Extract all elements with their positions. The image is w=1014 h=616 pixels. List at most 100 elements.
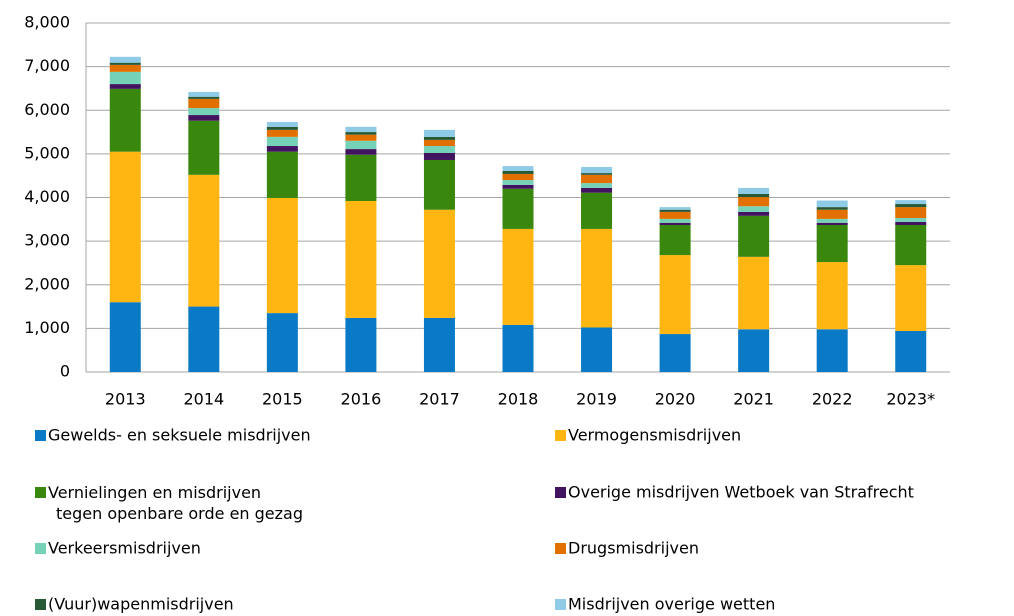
legend-label: Overige misdrijven Wetboek van Strafrech… bbox=[568, 483, 914, 502]
bar-segment bbox=[816, 209, 848, 219]
bar-segment bbox=[423, 209, 455, 318]
x-tick-label: 2016 bbox=[341, 390, 382, 409]
y-tick-label: 4,000 bbox=[24, 187, 70, 206]
bar-segment bbox=[659, 224, 691, 256]
bar-segment bbox=[188, 306, 220, 372]
bar-segment bbox=[816, 200, 848, 208]
bar-segment bbox=[109, 64, 141, 72]
bar-segment bbox=[345, 134, 377, 141]
bar-segment bbox=[423, 146, 455, 154]
bar-segment bbox=[266, 122, 298, 127]
legend-swatch bbox=[555, 487, 566, 498]
bar-segment bbox=[188, 96, 220, 99]
y-tick-label: 6,000 bbox=[24, 100, 70, 119]
bar-segment bbox=[816, 207, 848, 210]
bar-segment bbox=[659, 209, 691, 212]
bar-segment bbox=[895, 265, 927, 331]
bar-segment bbox=[738, 256, 770, 330]
bar-segment bbox=[895, 218, 927, 222]
legend-label: Verkeersmisdrijven bbox=[48, 539, 201, 558]
bar-segment bbox=[581, 173, 613, 175]
bar-segment bbox=[502, 180, 534, 185]
bar-segment bbox=[345, 149, 377, 155]
y-tick-label: 8,000 bbox=[24, 13, 70, 32]
bar-segment bbox=[659, 211, 691, 219]
x-tick-label: 2018 bbox=[498, 390, 539, 409]
bar-segment bbox=[502, 166, 534, 171]
bar-segment bbox=[188, 174, 220, 307]
bar-segment bbox=[581, 183, 613, 188]
y-tick-label: 1,000 bbox=[24, 318, 70, 337]
bar-segment bbox=[345, 132, 377, 135]
bar-segment bbox=[345, 200, 377, 318]
x-tick-label: 2014 bbox=[183, 390, 224, 409]
bar-segment bbox=[895, 207, 927, 219]
bar-segment bbox=[502, 170, 534, 174]
bar-segment bbox=[266, 136, 298, 147]
bar-segment bbox=[502, 324, 534, 372]
bar-segment bbox=[188, 91, 220, 97]
y-tick-label: 3,000 bbox=[24, 231, 70, 250]
x-tick-label: 2020 bbox=[655, 390, 696, 409]
x-tick-label: 2022 bbox=[812, 390, 853, 409]
bar-segment bbox=[816, 224, 848, 263]
bar-segment bbox=[423, 153, 455, 160]
legend-swatch bbox=[555, 599, 566, 610]
legend-label: Gewelds- en seksuele misdrijven bbox=[48, 426, 311, 445]
bar-segment bbox=[423, 129, 455, 137]
bar-segment bbox=[345, 126, 377, 133]
bar-segment bbox=[816, 329, 848, 372]
bar-segment bbox=[109, 302, 141, 372]
bar-segment bbox=[266, 313, 298, 372]
bar-segment bbox=[502, 184, 534, 189]
bar-segment bbox=[581, 327, 613, 372]
legend-label: (Vuur)wapenmisdrijven bbox=[48, 595, 234, 614]
x-tick-label: 2013 bbox=[105, 390, 146, 409]
bar-segment bbox=[266, 197, 298, 314]
legend-swatch bbox=[35, 430, 46, 441]
y-tick-label: 0 bbox=[60, 362, 70, 381]
bar-segment bbox=[266, 146, 298, 152]
bar-segment bbox=[895, 200, 927, 205]
bar-segment bbox=[502, 228, 534, 325]
x-tick-label: 2021 bbox=[733, 390, 774, 409]
bar-segment bbox=[581, 187, 613, 193]
legend-swatch bbox=[555, 430, 566, 441]
bar-segment bbox=[738, 329, 770, 372]
bar-segment bbox=[581, 228, 613, 328]
bar-segment bbox=[345, 140, 377, 150]
bar-segment bbox=[188, 98, 220, 109]
bar-segment bbox=[188, 108, 220, 116]
bar-segment bbox=[109, 62, 141, 65]
bar-segment bbox=[109, 71, 141, 85]
bar-segment bbox=[423, 159, 455, 210]
y-tick-label: 2,000 bbox=[24, 274, 70, 293]
legend-swatch bbox=[35, 599, 46, 610]
bar-segment bbox=[188, 115, 220, 121]
bar-segment bbox=[502, 188, 534, 229]
legend-swatch bbox=[35, 543, 46, 554]
bar-segment bbox=[738, 187, 770, 195]
bar-segment bbox=[581, 166, 613, 174]
bar-segment bbox=[266, 129, 298, 137]
bar-segment bbox=[738, 197, 770, 207]
bar-segment bbox=[816, 262, 848, 330]
bar-segment bbox=[423, 317, 455, 372]
legend-label: Drugsmisdrijven bbox=[568, 539, 699, 558]
bar-segment bbox=[502, 173, 534, 181]
bar-segment bbox=[109, 151, 141, 303]
bar-segment bbox=[895, 330, 927, 372]
bar-segment bbox=[659, 222, 691, 225]
bar-segment bbox=[816, 222, 848, 225]
x-tick-label: 2017 bbox=[419, 390, 460, 409]
x-tick-label: 2019 bbox=[576, 390, 617, 409]
bar-segment bbox=[895, 224, 927, 266]
legend-swatch bbox=[35, 487, 46, 498]
bar-segment bbox=[895, 204, 927, 208]
bar-segment bbox=[659, 218, 691, 223]
legend-label: Vernielingen en misdrijven tegen openbare… bbox=[48, 483, 303, 523]
bar-segment bbox=[345, 317, 377, 372]
bar-segment bbox=[109, 56, 141, 63]
bar-segment bbox=[345, 154, 377, 201]
